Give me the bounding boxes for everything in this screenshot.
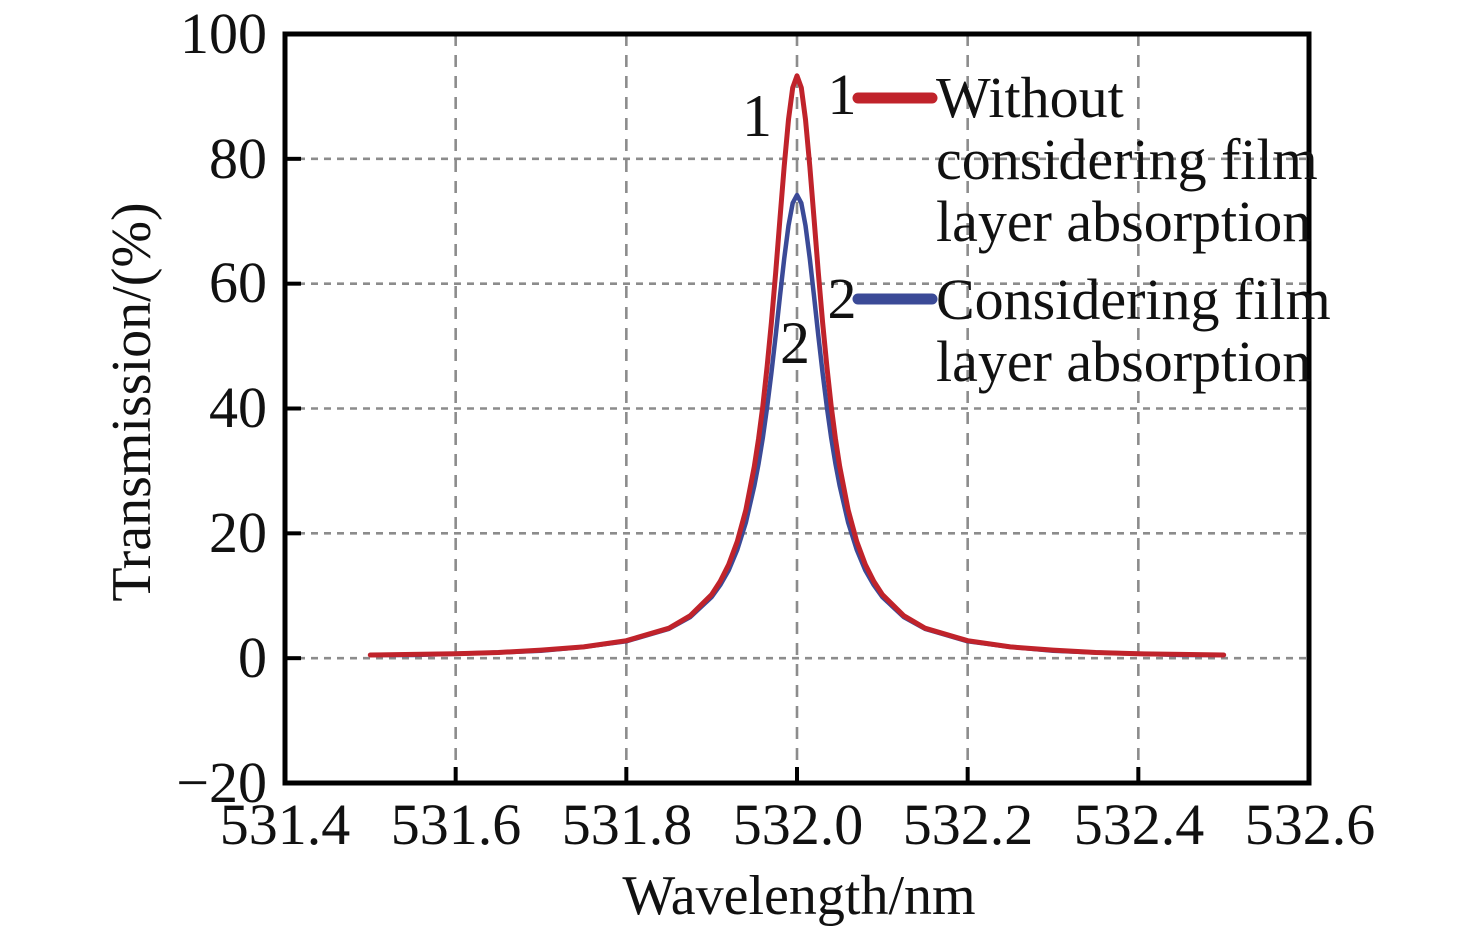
legend-label-line: layer absorption (936, 189, 1312, 254)
x-tick-532-6: 532.6 (1244, 792, 1376, 857)
y-tick-60: 60 (209, 250, 267, 315)
x-tick-531-8: 531.8 (561, 792, 693, 857)
curves (367, 73, 1227, 658)
y-tick-0: 0 (238, 625, 267, 690)
legend-label-line: layer absorption (936, 329, 1312, 394)
legend-samples (852, 92, 938, 305)
y-tick-40: 40 (209, 375, 267, 440)
curve-2-annotation: 2 (780, 310, 810, 376)
legend-label-line: considering film (936, 127, 1318, 192)
x-tick-532-4: 532.4 (1073, 792, 1205, 857)
x-tick-532-2: 532.2 (902, 792, 1034, 857)
y-tick-minus20: −20 (176, 750, 267, 815)
legend-key-2: 2 (827, 266, 857, 331)
x-axis-title: Wavelength/nm (622, 865, 976, 927)
curve-without-considering-film-layer-absorption (367, 73, 1227, 658)
curve-1-annotation: 1 (742, 83, 772, 149)
x-tick-532-0: 532.0 (732, 792, 864, 857)
y-tick-20: 20 (209, 500, 267, 565)
axes-frame (282, 31, 1312, 786)
x-tick-531-4: 531.4 (219, 792, 351, 857)
legend-label-line: Considering film (936, 267, 1331, 332)
legend-label-line: Without (936, 65, 1124, 130)
tick-marks (285, 156, 1141, 783)
legend-label-without-absorption: Without considering film layer absorptio… (936, 67, 1366, 253)
x-tick-531-6: 531.6 (390, 792, 522, 857)
gridlines (285, 34, 1309, 783)
legend-label-with-absorption: Considering film layer absorption (936, 269, 1366, 393)
y-tick-80: 80 (209, 126, 267, 191)
y-axis-title: Transmission/(%) (101, 202, 163, 602)
y-tick-100: 100 (180, 1, 267, 66)
legend-key-1: 1 (827, 62, 857, 127)
